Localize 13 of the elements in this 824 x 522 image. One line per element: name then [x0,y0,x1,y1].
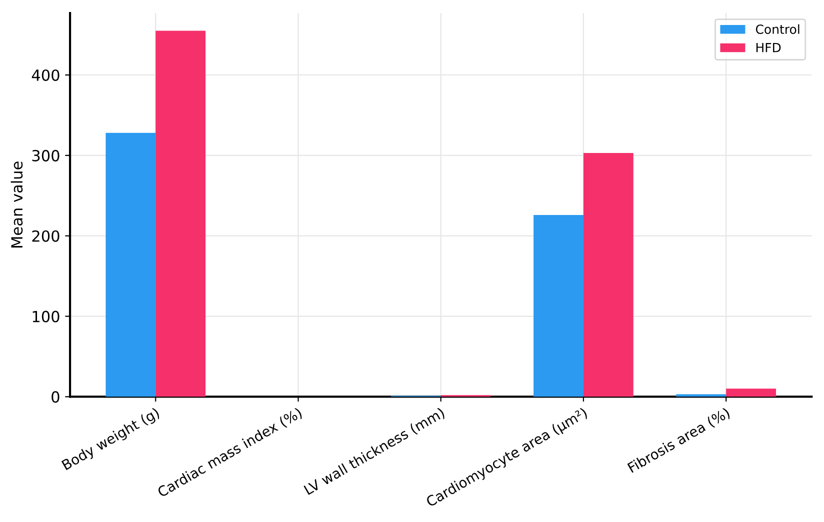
y-tick-label: 100 [32,310,60,322]
bar [583,153,634,397]
bar [726,388,776,397]
y-tick-label: 200 [32,230,60,242]
y-axis-title: Mean value [10,162,23,248]
bar [156,30,206,397]
y-tick-label: 0 [52,391,60,403]
bar [106,132,156,397]
legend-label: HFD [756,43,781,52]
legend-label: Control [756,24,800,34]
bar [534,214,584,397]
y-tick-label: 400 [32,69,60,82]
y-tick-label: 300 [32,150,60,162]
